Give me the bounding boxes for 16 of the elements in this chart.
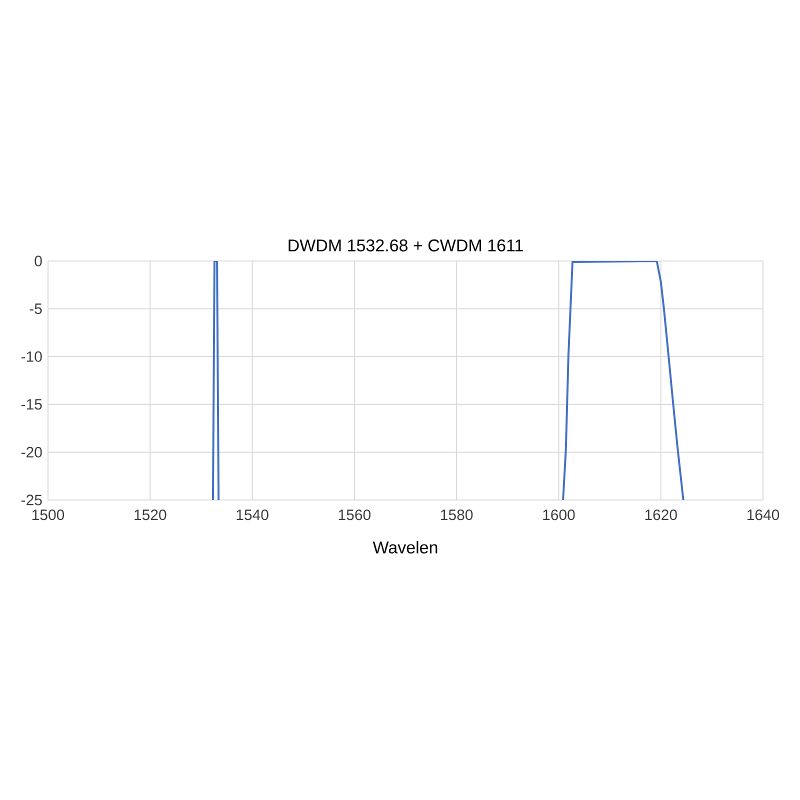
y-tick-label: -10 <box>21 351 42 362</box>
x-tick-label: 1540 <box>236 510 268 520</box>
x-tick-label: 1600 <box>543 510 575 520</box>
y-tick-label: -25 <box>21 494 42 506</box>
y-tick-label: -15 <box>21 399 42 410</box>
x-tick-label: 1640 <box>747 510 780 520</box>
x-tick-label: 1580 <box>441 510 473 520</box>
y-tick-label: 0 <box>34 256 42 266</box>
x-axis-title: Wavelen <box>372 541 438 554</box>
chart-title: DWDM 1532.68 + CWDM 1611 <box>288 239 523 252</box>
y-tick-label: -5 <box>30 304 42 314</box>
y-tick-label: -20 <box>21 446 42 458</box>
x-tick-label: 1500 <box>32 510 64 520</box>
x-tick-label: 1520 <box>134 510 166 520</box>
x-tick-label: 1620 <box>645 510 677 520</box>
x-tick-label: 1560 <box>338 510 371 520</box>
